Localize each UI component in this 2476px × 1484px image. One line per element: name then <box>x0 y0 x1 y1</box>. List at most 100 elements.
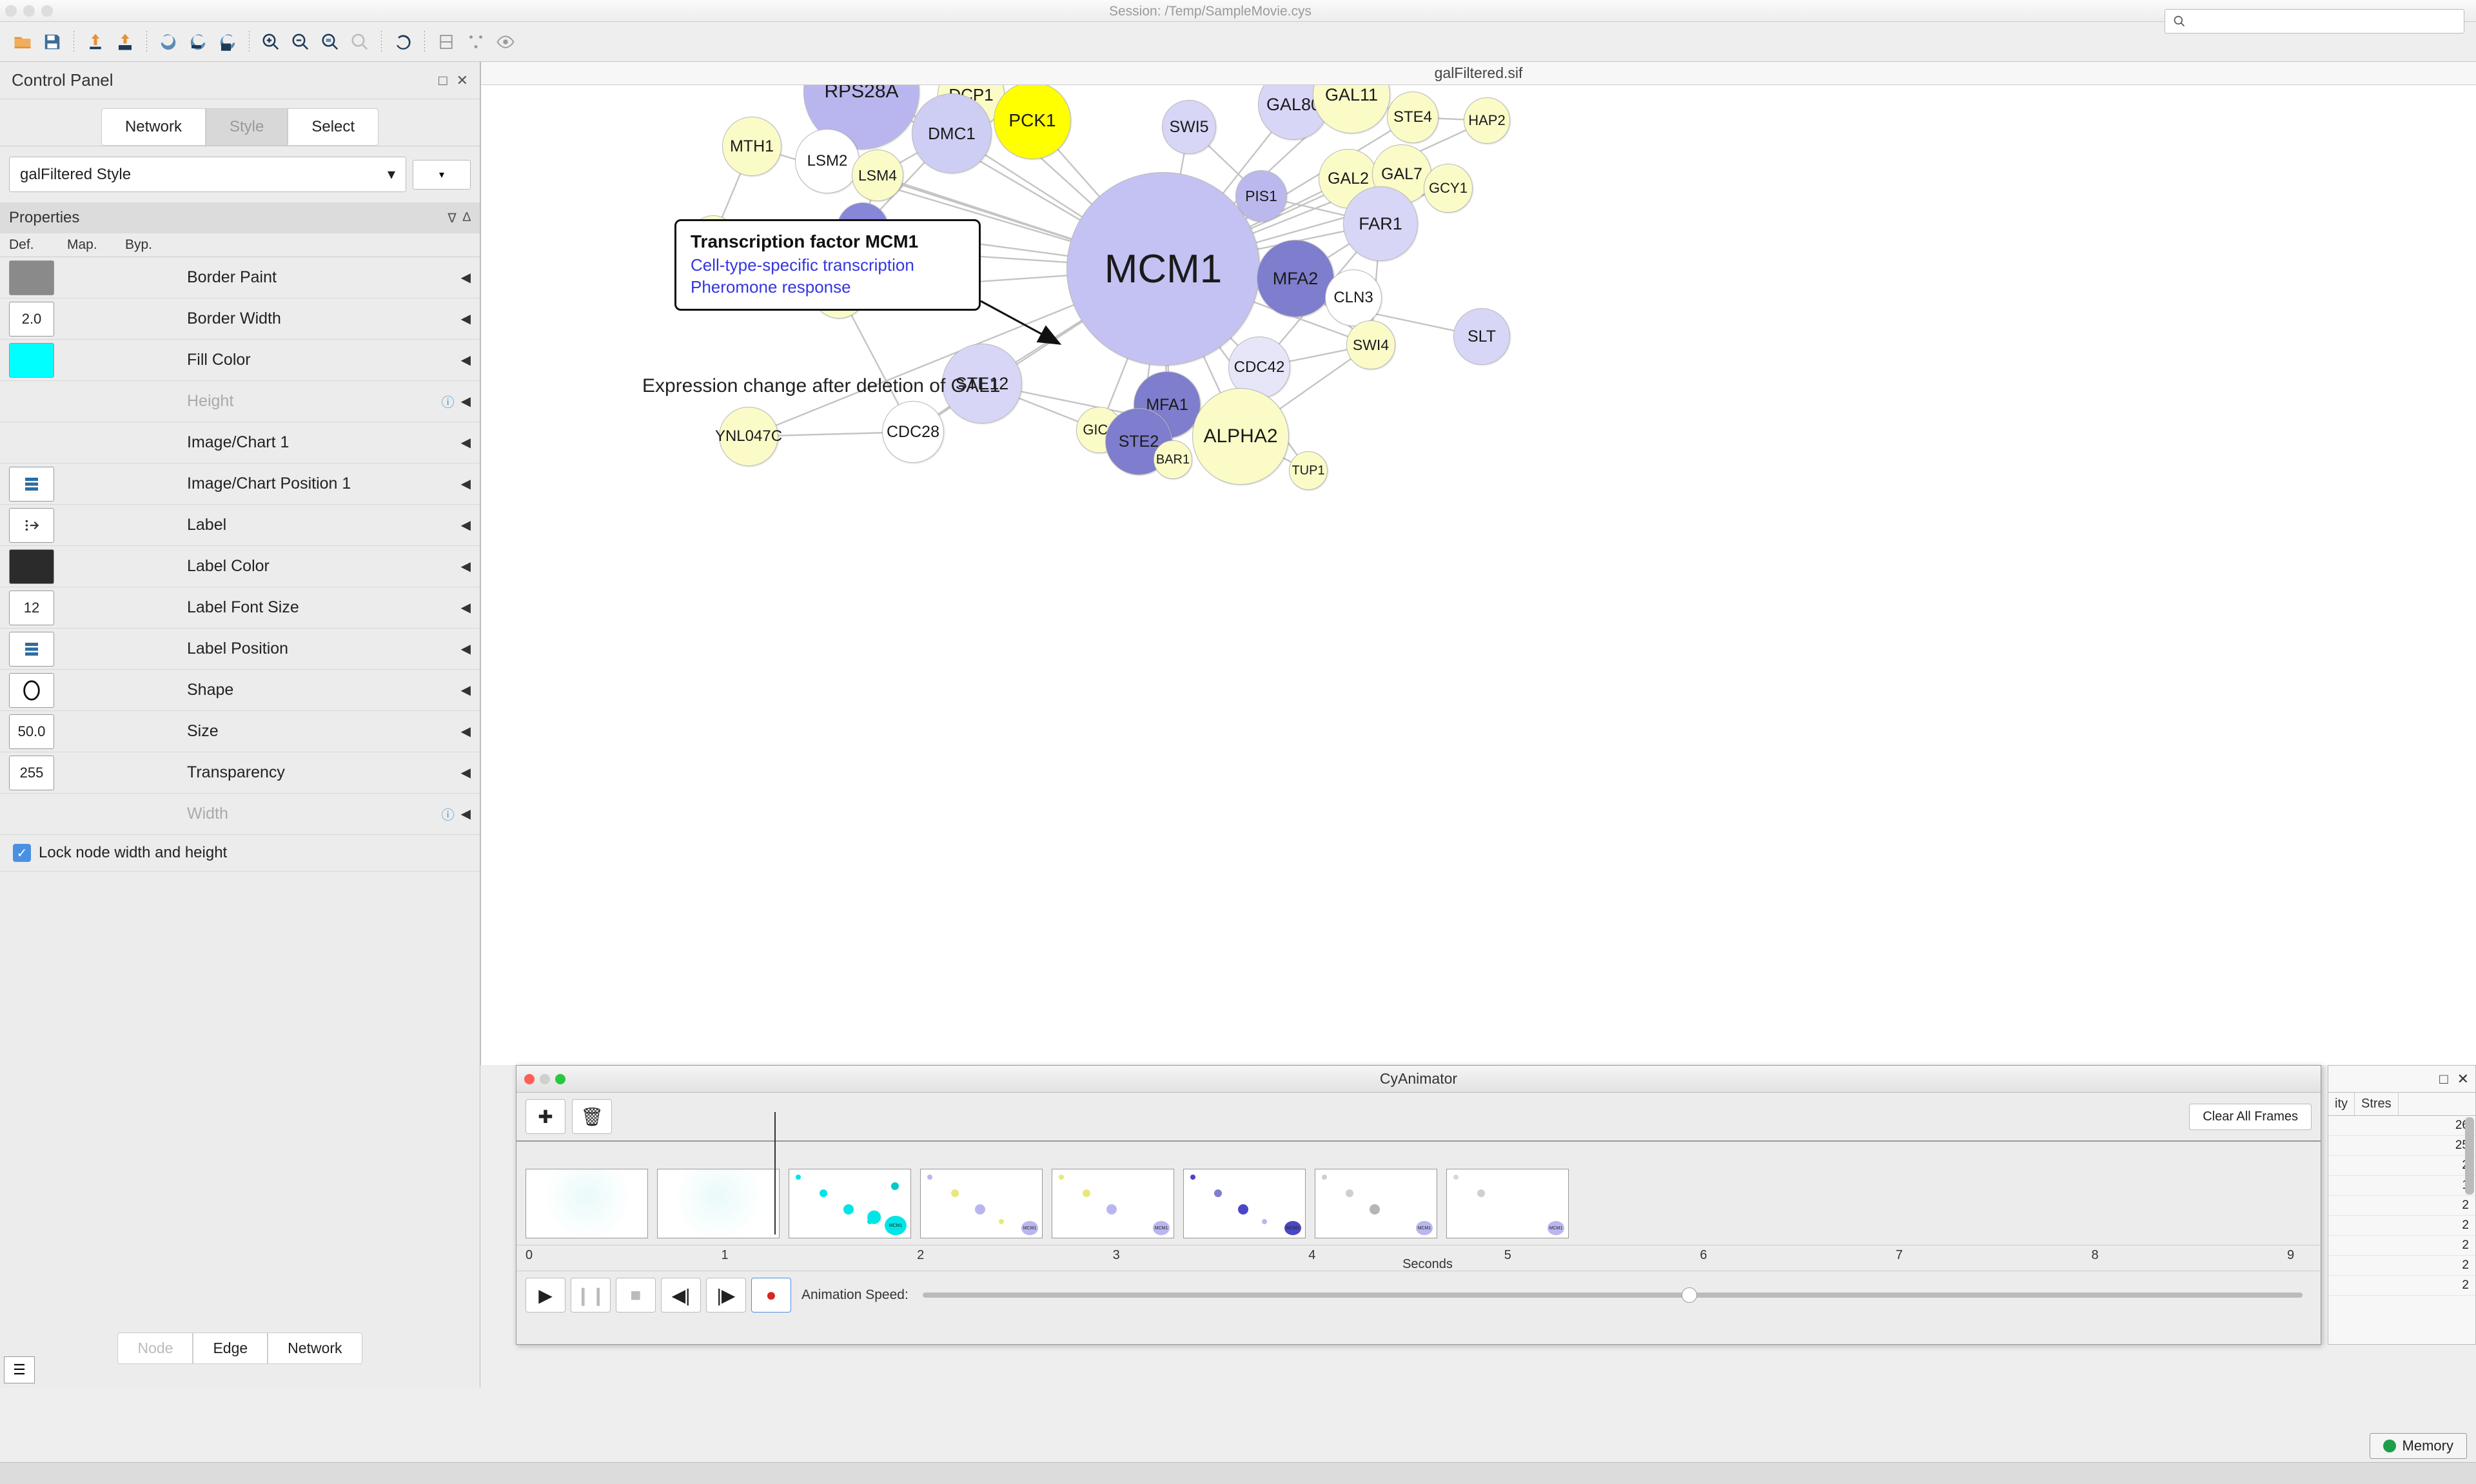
tab-style[interactable]: Style <box>206 108 288 146</box>
property-def-2[interactable] <box>9 343 54 378</box>
undo-icon[interactable] <box>155 28 182 55</box>
zoom-in-icon[interactable] <box>257 28 284 55</box>
delete-frame-button[interactable]: 🗑 <box>572 1099 612 1134</box>
property-map-13[interactable] <box>67 797 112 832</box>
close-button[interactable] <box>524 1074 535 1084</box>
search-input[interactable] <box>2165 9 2464 34</box>
property-expand-chevron-10[interactable]: ◀ <box>461 682 471 698</box>
property-def-8[interactable]: 12 <box>9 591 54 625</box>
property-expand-chevron-6[interactable]: ◀ <box>461 517 471 533</box>
play-button[interactable]: ▶ <box>526 1278 565 1313</box>
node-lsm2[interactable]: LSM2 <box>795 129 860 193</box>
collapse-all-icon[interactable]: ∇ <box>447 210 456 226</box>
property-byp-11[interactable] <box>125 714 170 749</box>
print-icon[interactable] <box>433 28 460 55</box>
edge-table-row-5[interactable]: 2 <box>2328 1216 2475 1236</box>
property-byp-6[interactable] <box>125 508 170 543</box>
property-row-image-chart-1[interactable]: Image/Chart 1 ◀ <box>0 422 480 464</box>
add-frame-button[interactable]: ✚ <box>526 1099 565 1134</box>
property-map-1[interactable] <box>67 302 112 337</box>
node-cdc28[interactable]: CDC28 <box>882 401 944 463</box>
redo-table-icon[interactable] <box>184 28 211 55</box>
node-alpha2[interactable]: ALPHA2 <box>1192 388 1289 485</box>
property-row-border-width[interactable]: 2.0 Border Width ◀ <box>0 298 480 340</box>
property-expand-chevron-9[interactable]: ◀ <box>461 641 471 657</box>
property-byp-4[interactable] <box>125 425 170 460</box>
minimize-button[interactable] <box>540 1074 550 1084</box>
property-def-1[interactable]: 2.0 <box>9 302 54 337</box>
property-def-7[interactable] <box>9 549 54 584</box>
property-byp-10[interactable] <box>125 673 170 708</box>
property-byp-13[interactable] <box>125 797 170 832</box>
animator-frame-2[interactable]: MCM1 <box>789 1169 911 1238</box>
info-icon-3[interactable]: ⓘ <box>442 392 455 411</box>
import-network-icon[interactable] <box>82 28 109 55</box>
animator-frame-1[interactable] <box>657 1169 780 1238</box>
property-def-9[interactable] <box>9 632 54 667</box>
panel-close-icon[interactable]: ✕ <box>457 72 468 89</box>
property-row-border-paint[interactable]: Border Paint ◀ <box>0 257 480 298</box>
property-map-2[interactable] <box>67 343 112 378</box>
property-row-height[interactable]: Height ⓘ ◀ <box>0 381 480 422</box>
property-row-fill-color[interactable]: Fill Color ◀ <box>0 340 480 381</box>
property-expand-chevron-11[interactable]: ◀ <box>461 723 471 739</box>
maximize-button[interactable] <box>41 5 53 17</box>
animator-frame-7[interactable]: MCM1 <box>1446 1169 1569 1238</box>
property-row-transparency[interactable]: 255 Transparency ◀ <box>0 752 480 794</box>
property-expand-chevron-7[interactable]: ◀ <box>461 558 471 574</box>
node-mfa2[interactable]: MFA2 <box>1257 240 1334 317</box>
property-expand-chevron-1[interactable]: ◀ <box>461 311 471 327</box>
animator-frame-0[interactable] <box>526 1169 648 1238</box>
property-map-8[interactable] <box>67 591 112 625</box>
node-ste4[interactable]: STE4 <box>1387 92 1439 143</box>
view-mode-icon[interactable] <box>492 28 519 55</box>
redo-image-icon[interactable] <box>214 28 241 55</box>
animation-speed-slider[interactable] <box>923 1293 2303 1298</box>
animator-frame-5[interactable]: MCM1 <box>1183 1169 1306 1238</box>
property-def-0[interactable] <box>9 260 54 295</box>
property-map-5[interactable] <box>67 467 112 502</box>
maximize-button[interactable] <box>555 1074 565 1084</box>
property-map-6[interactable] <box>67 508 112 543</box>
zoom-to-fit-icon[interactable] <box>317 28 344 55</box>
animator-frame-4[interactable]: MCM1 <box>1052 1169 1174 1238</box>
node-tup1[interactable]: TUP1 <box>1289 451 1328 490</box>
property-row-size[interactable]: 50.0 Size ◀ <box>0 711 480 752</box>
property-map-4[interactable] <box>67 425 112 460</box>
list-view-icon[interactable]: ☰ <box>4 1356 35 1383</box>
previous-frame-button[interactable]: ◀| <box>661 1278 701 1313</box>
property-row-label-font-size[interactable]: 12 Label Font Size ◀ <box>0 587 480 629</box>
node-swi5[interactable]: SWI5 <box>1162 100 1216 154</box>
node-swi4[interactable]: SWI4 <box>1346 320 1395 369</box>
import-table-icon[interactable] <box>112 28 139 55</box>
memory-indicator[interactable]: Memory <box>2370 1433 2467 1459</box>
close-button[interactable] <box>5 5 17 17</box>
node-lsm4[interactable]: LSM4 <box>852 150 903 201</box>
zoom-out-icon[interactable] <box>287 28 314 55</box>
property-def-12[interactable]: 255 <box>9 756 54 790</box>
property-map-7[interactable] <box>67 549 112 584</box>
property-byp-3[interactable] <box>125 384 170 419</box>
property-expand-chevron-0[interactable]: ◀ <box>461 269 471 286</box>
node-hap2[interactable]: HAP2 <box>1464 97 1510 144</box>
node-gcy1[interactable]: GCY1 <box>1424 164 1473 213</box>
panel-expand-icon2[interactable]: □ <box>2439 1071 2448 1088</box>
property-expand-chevron-8[interactable]: ◀ <box>461 600 471 616</box>
panel-close-icon2[interactable]: ✕ <box>2457 1071 2469 1088</box>
property-byp-8[interactable] <box>125 591 170 625</box>
layout-icon[interactable] <box>462 28 489 55</box>
property-def-11[interactable]: 50.0 <box>9 714 54 749</box>
property-expand-chevron-4[interactable]: ◀ <box>461 434 471 451</box>
open-file-icon[interactable] <box>9 28 36 55</box>
property-expand-chevron-5[interactable]: ◀ <box>461 476 471 492</box>
property-byp-2[interactable] <box>125 343 170 378</box>
edge-table-row-8[interactable]: 2 <box>2328 1276 2475 1296</box>
node-dmc1[interactable]: DMC1 <box>912 93 992 173</box>
property-byp-12[interactable] <box>125 756 170 790</box>
property-def-5[interactable] <box>9 467 54 502</box>
edge-table-row-1[interactable]: 25 <box>2328 1136 2475 1156</box>
property-def-6[interactable] <box>9 508 54 543</box>
lock-checkbox[interactable]: ✓ <box>13 844 31 862</box>
property-byp-7[interactable] <box>125 549 170 584</box>
edge-table-row-2[interactable]: 2 <box>2328 1156 2475 1176</box>
